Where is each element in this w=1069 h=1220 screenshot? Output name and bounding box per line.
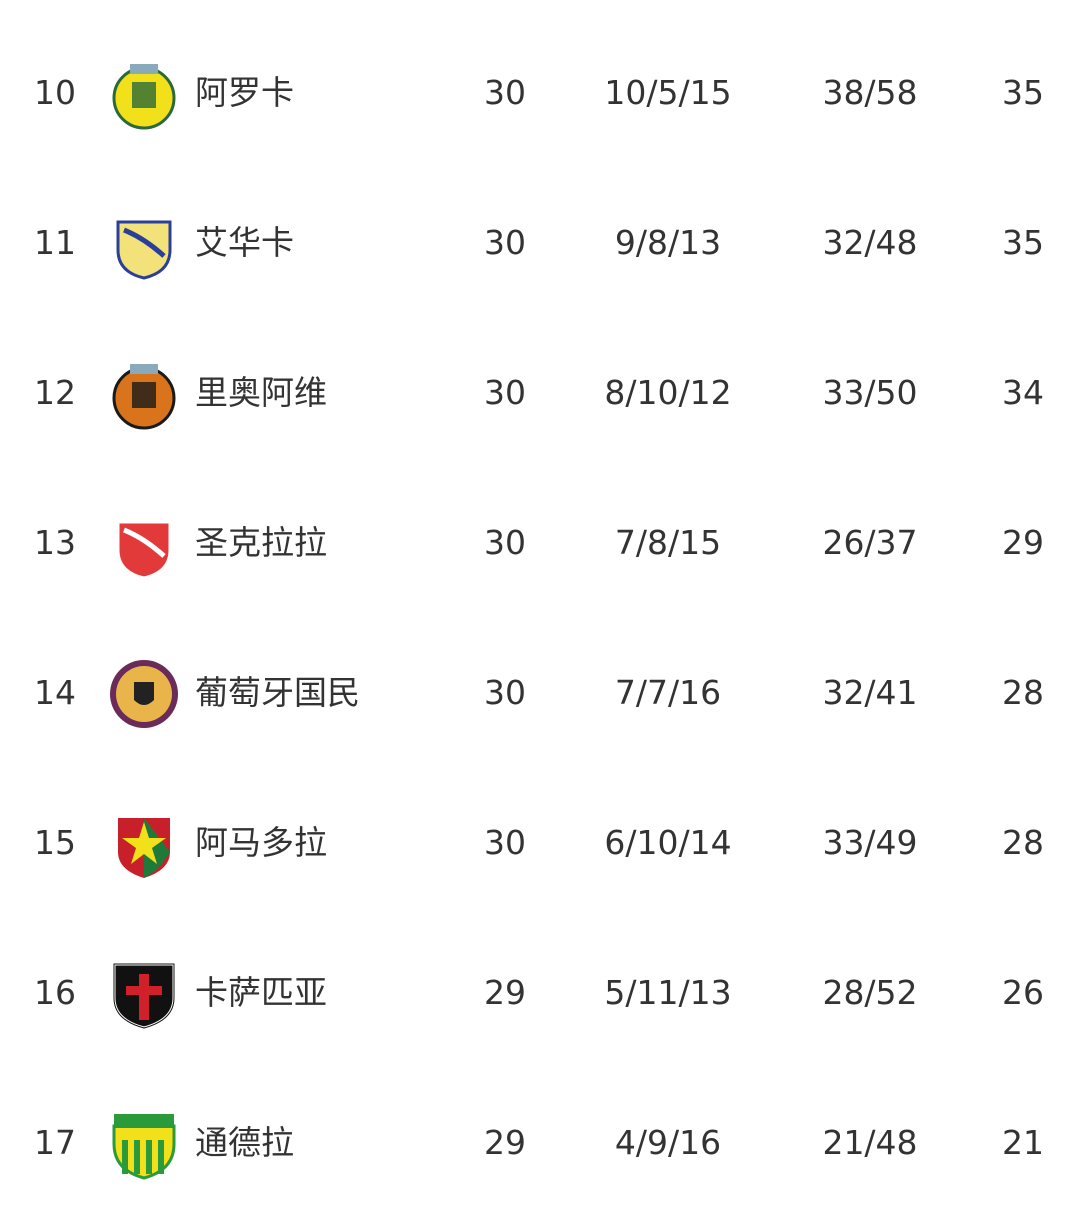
- matches-played: 30: [484, 373, 526, 412]
- goals-for-against: 26/37: [822, 523, 918, 562]
- points: 35: [1002, 73, 1044, 112]
- matches-played: 29: [484, 1123, 526, 1162]
- table-row[interactable]: 16 卡萨匹亚 29 5/11/13 28/52 26: [0, 918, 1069, 1068]
- rank: 12: [34, 373, 76, 412]
- team-name[interactable]: 艾华卡: [195, 223, 294, 262]
- rank: 17: [34, 1123, 76, 1162]
- goals-for-against: 28/52: [822, 973, 918, 1012]
- win-draw-loss: 7/7/16: [614, 673, 722, 712]
- estrela-amadora-crest-icon: [118, 818, 170, 878]
- rio-ave-crest-icon: [112, 364, 176, 430]
- points: 28: [1002, 823, 1044, 862]
- vizela-crest-icon: [116, 220, 172, 280]
- santa-clara-crest-icon: [116, 520, 172, 580]
- team-name[interactable]: 通德拉: [195, 1123, 294, 1162]
- rank: 13: [34, 523, 76, 562]
- win-draw-loss: 6/10/14: [604, 823, 732, 862]
- win-draw-loss: 10/5/15: [604, 73, 732, 112]
- matches-played: 30: [484, 73, 526, 112]
- points: 34: [1002, 373, 1044, 412]
- team-name[interactable]: 阿罗卡: [195, 73, 294, 112]
- team-name[interactable]: 圣克拉拉: [195, 523, 327, 562]
- goals-for-against: 38/58: [822, 73, 918, 112]
- goals-for-against: 32/41: [822, 673, 918, 712]
- win-draw-loss: 8/10/12: [604, 373, 732, 412]
- team-name[interactable]: 卡萨匹亚: [195, 973, 327, 1012]
- win-draw-loss: 9/8/13: [614, 223, 722, 262]
- points: 29: [1002, 523, 1044, 562]
- table-row[interactable]: 17 通德拉 29 4/9/16 21/48 21: [0, 1068, 1069, 1218]
- rank: 14: [34, 673, 76, 712]
- points: 26: [1002, 973, 1044, 1012]
- win-draw-loss: 5/11/13: [604, 973, 732, 1012]
- matches-played: 30: [484, 523, 526, 562]
- points: 35: [1002, 223, 1044, 262]
- goals-for-against: 32/48: [822, 223, 918, 262]
- table-row[interactable]: 10 阿罗卡 30 10/5/15 38/58 35: [0, 18, 1069, 168]
- table-row[interactable]: 15 阿马多拉 30 6/10/14 33/49 28: [0, 768, 1069, 918]
- table-row[interactable]: 11 艾华卡 30 9/8/13 32/48 35: [0, 168, 1069, 318]
- rank: 15: [34, 823, 76, 862]
- arouca-crest-icon: [112, 64, 176, 130]
- table-row[interactable]: 13 圣克拉拉 30 7/8/15 26/37 29: [0, 468, 1069, 618]
- points: 21: [1002, 1123, 1044, 1162]
- goals-for-against: 33/49: [822, 823, 918, 862]
- team-name[interactable]: 葡萄牙国民: [195, 673, 360, 712]
- goals-for-against: 21/48: [822, 1123, 918, 1162]
- nacional-crest-icon: [110, 660, 178, 728]
- table-row[interactable]: 14 葡萄牙国民 30 7/7/16 32/41 28: [0, 618, 1069, 768]
- team-name[interactable]: 里奥阿维: [195, 373, 327, 412]
- rank: 16: [34, 973, 76, 1012]
- matches-played: 30: [484, 223, 526, 262]
- points: 28: [1002, 673, 1044, 712]
- rank: 10: [34, 73, 76, 112]
- win-draw-loss: 7/8/15: [614, 523, 722, 562]
- win-draw-loss: 4/9/16: [614, 1123, 722, 1162]
- matches-played: 30: [484, 673, 526, 712]
- rank: 11: [34, 223, 76, 262]
- table-row[interactable]: 12 里奥阿维 30 8/10/12 33/50 34: [0, 318, 1069, 468]
- goals-for-against: 33/50: [822, 373, 918, 412]
- matches-played: 30: [484, 823, 526, 862]
- casa-pia-crest-icon: [112, 962, 176, 1030]
- team-name[interactable]: 阿马多拉: [195, 823, 327, 862]
- tondela-crest-icon: [112, 1114, 176, 1180]
- matches-played: 29: [484, 973, 526, 1012]
